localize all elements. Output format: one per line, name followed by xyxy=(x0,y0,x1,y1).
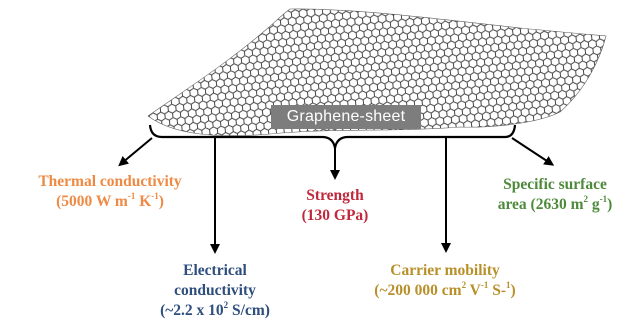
electrical-line1: Electrical xyxy=(183,262,247,279)
carrier-mobility-label: Carrier mobility (~200 000 cm2 V-1 S-1) xyxy=(330,261,560,301)
property-arrows xyxy=(118,137,555,254)
arrow-surface xyxy=(511,137,555,166)
electrical-line2: conductivity xyxy=(174,282,256,299)
electrical-value: (~2.2 x 102 S/cm) xyxy=(160,299,270,319)
strength-value: (130 GPa) xyxy=(301,207,369,224)
thermal-title: Thermal conductivity xyxy=(38,173,182,190)
thermal-value: (5000 W m-1 K-1) xyxy=(56,190,164,210)
carrier-title: Carrier mobility xyxy=(390,262,500,279)
thermal-conductivity-label: Thermal conductivity (5000 W m-1 K-1) xyxy=(6,172,214,212)
electrical-conductivity-label: Electrical conductivity (~2.2 x 102 S/cm… xyxy=(140,261,290,321)
carrier-value: (~200 000 cm2 V-1 S-1) xyxy=(374,279,516,299)
strength-label: Strength (130 GPa) xyxy=(285,186,385,226)
specific-surface-area-label: Specific surface area (2630 m2 g-1) xyxy=(480,175,630,215)
surface-value: area (2630 m2 g-1) xyxy=(497,193,613,213)
surface-title: Specific surface xyxy=(503,176,607,193)
graphene-sheet-image xyxy=(147,8,607,136)
strength-title: Strength xyxy=(306,187,364,204)
arrow-thermal xyxy=(118,137,153,167)
graphene-sheet-label: Graphene-sheet xyxy=(271,105,421,129)
